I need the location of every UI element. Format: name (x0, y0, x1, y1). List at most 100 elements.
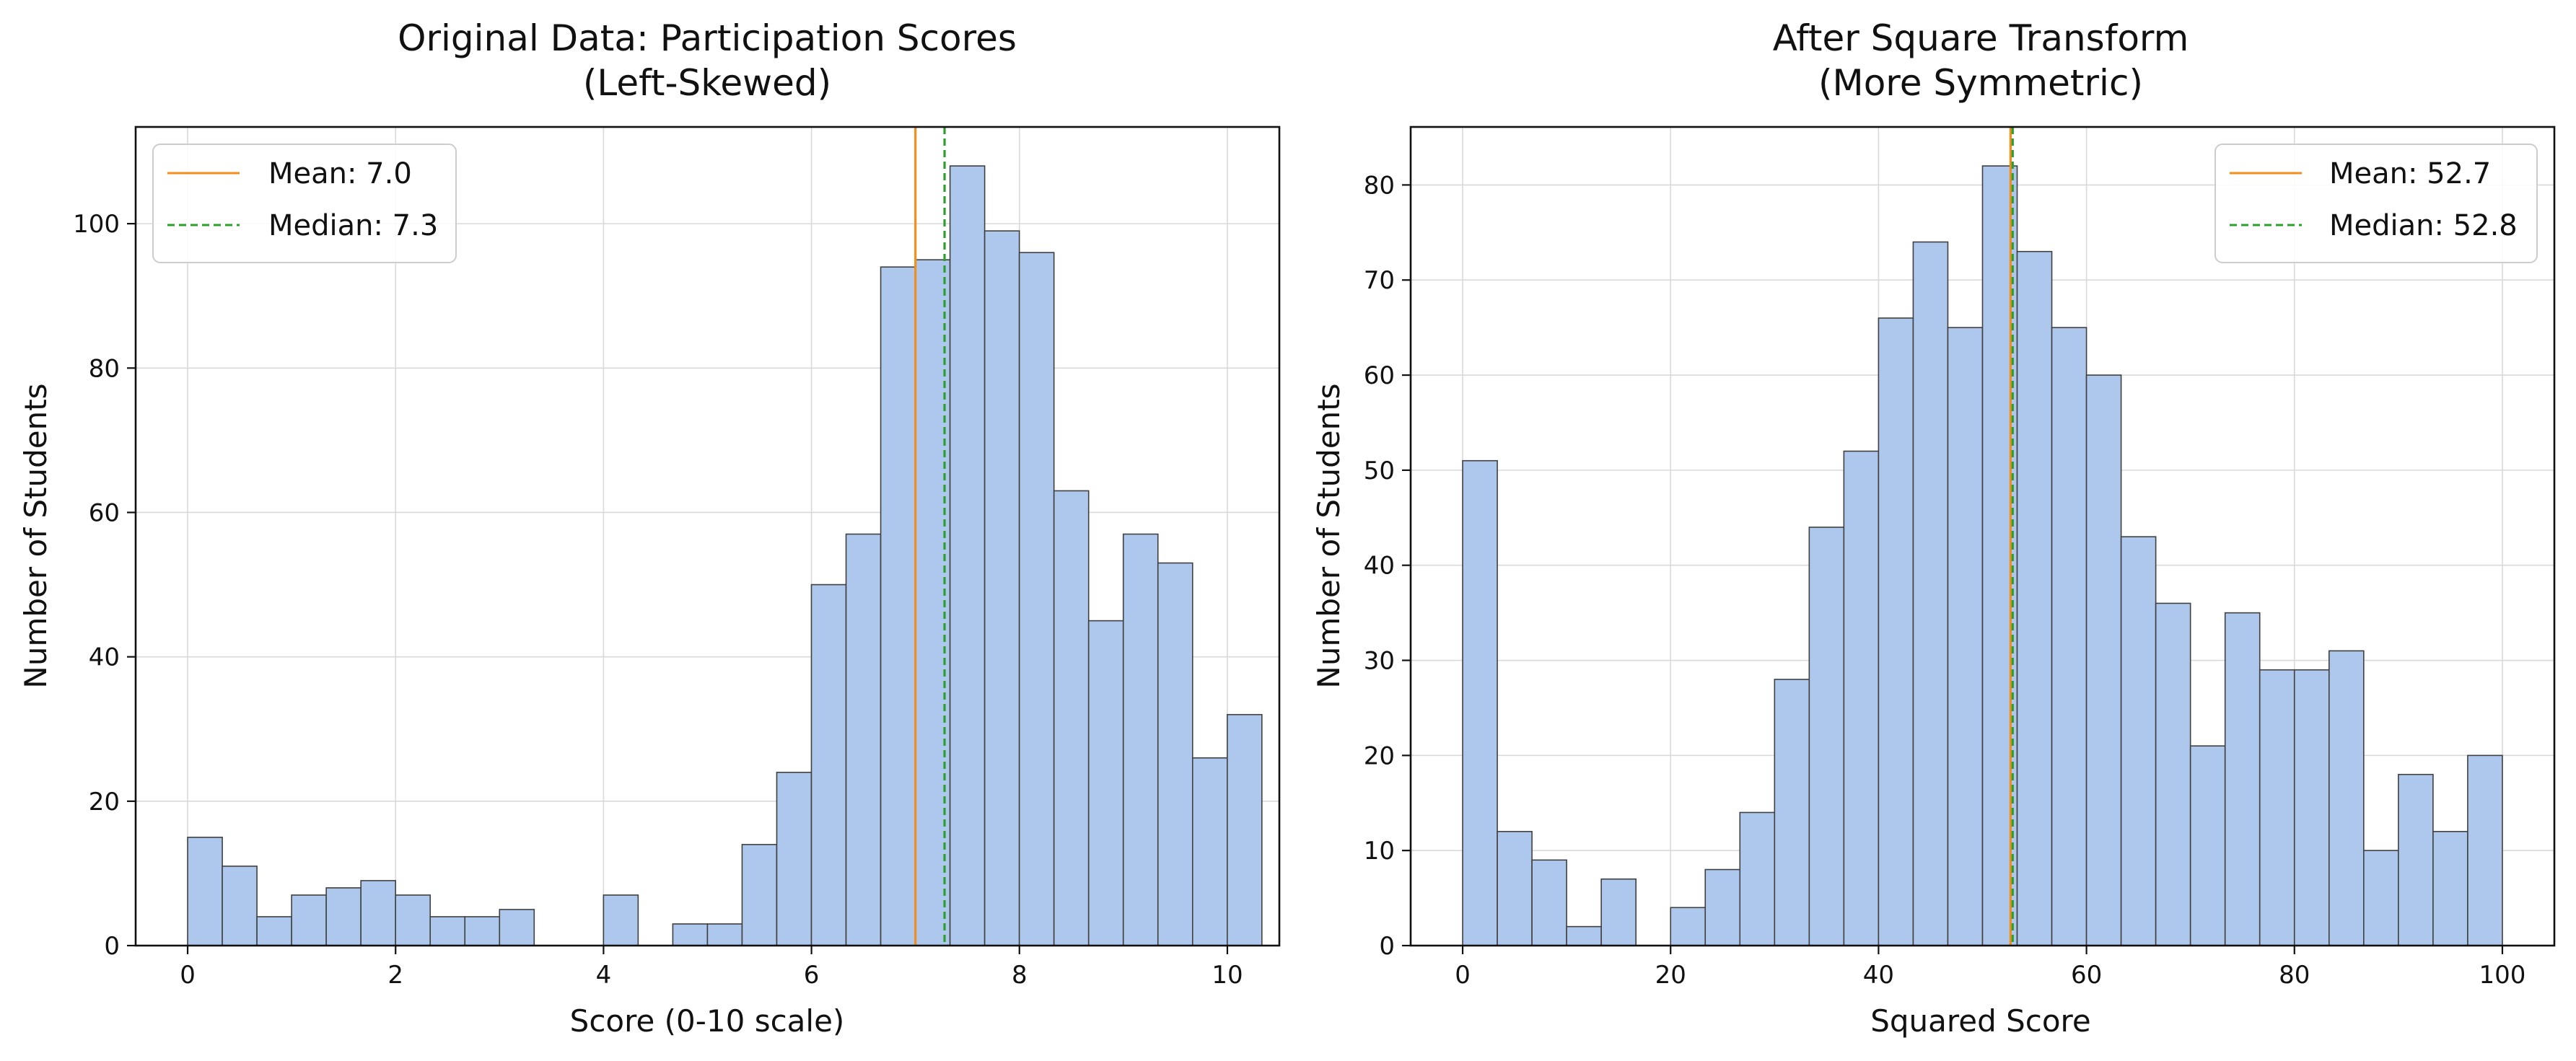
x-tick-label: 80 (2279, 961, 2310, 990)
histogram-bar (1018, 252, 1055, 946)
x-tick-label: 100 (2479, 961, 2526, 990)
x-tick-label: 2 (387, 961, 403, 990)
histogram-bar (2293, 669, 2330, 946)
histogram-bar (1912, 241, 1949, 946)
histogram-bar (1566, 925, 1602, 946)
y-tick-label: 20 (89, 788, 120, 816)
histogram-bar (2432, 831, 2468, 946)
y-tick-label: 100 (73, 210, 120, 239)
right-legend-median-label: Median: 52.8 (2329, 209, 2518, 242)
histogram-bar (1843, 450, 1880, 946)
histogram-bar (810, 584, 847, 946)
histogram-bar (325, 887, 362, 946)
histogram-bar (1704, 868, 1741, 946)
y-tick-label: 40 (1364, 552, 1395, 581)
histogram-bar (2016, 250, 2053, 946)
x-tick-label: 10 (1212, 961, 1243, 990)
y-tick-label: 0 (1379, 932, 1395, 961)
histogram-bar (2085, 374, 2122, 946)
histogram-bar (776, 771, 812, 946)
left-y-axis-label: Number of Students (18, 383, 53, 688)
y-tick-label: 80 (1364, 171, 1395, 200)
histogram-bar (1670, 907, 1707, 946)
histogram-bar (741, 844, 778, 946)
y-tick-label: 30 (1364, 647, 1395, 676)
x-tick-label: 0 (1455, 961, 1471, 990)
y-tick-label: 50 (1364, 457, 1395, 485)
histogram-bar (845, 533, 882, 946)
histogram-bar (1227, 713, 1263, 946)
histogram-bar (1600, 878, 1637, 946)
histogram-bar (1878, 317, 1914, 946)
histogram-bar (187, 837, 223, 946)
histogram-bar (429, 916, 466, 946)
y-tick-label: 60 (1364, 361, 1395, 390)
left-legend: Mean: 7.0 Median: 7.3 (152, 144, 457, 263)
histogram-bar (1462, 459, 1498, 946)
histogram-bar (949, 165, 986, 946)
x-tick-label: 6 (804, 961, 820, 990)
right-legend: Mean: 52.7 Median: 52.8 (2214, 144, 2538, 263)
histogram-bar (256, 916, 292, 946)
histogram-bar (2051, 327, 2087, 946)
histogram-bar (2120, 536, 2157, 946)
histogram-bar (2259, 669, 2295, 946)
histogram-bar (983, 230, 1020, 946)
x-tick-label: 4 (596, 961, 612, 990)
y-tick-label: 0 (104, 932, 120, 961)
y-tick-label: 60 (89, 498, 120, 527)
histogram-bar (2328, 650, 2365, 946)
y-tick-label: 40 (89, 643, 120, 672)
left-x-axis-label: Score (0-10 scale) (570, 1003, 845, 1039)
left-plot-frame (134, 126, 1281, 947)
histogram-bar (880, 266, 916, 946)
x-tick-label: 0 (180, 961, 196, 990)
histogram-bar (603, 894, 639, 946)
histogram-bar (1191, 757, 1228, 946)
histogram-bar (222, 866, 258, 946)
right-x-ticks: 0 20 40 60 80 100 (1455, 946, 2525, 990)
histogram-bar (1157, 562, 1193, 946)
histogram-bar (2155, 602, 2191, 946)
right-x-axis-label: Squared Score (1870, 1003, 2091, 1039)
y-tick-label: 10 (1364, 837, 1395, 866)
left-chart-title: Original Data: Participation Scores (398, 17, 1017, 59)
right-stat-lines (2009, 127, 2014, 946)
y-tick-label: 70 (1364, 266, 1395, 295)
left-legend-median-label: Median: 7.3 (268, 209, 438, 242)
x-tick-label: 60 (2071, 961, 2102, 990)
histogram-bar (2224, 612, 2261, 946)
left-histogram-panel: Original Data: Participation Scores (Lef… (18, 17, 1281, 1039)
right-y-ticks: 0 10 20 30 40 50 60 70 80 (1364, 171, 1411, 961)
left-legend-mean-label: Mean: 7.0 (268, 157, 412, 190)
histogram-bar (1531, 859, 1567, 946)
histogram-bar (1739, 811, 1776, 946)
right-y-axis-label: Number of Students (1311, 383, 1346, 688)
histogram-bar (464, 916, 501, 946)
histogram-bar (1053, 490, 1090, 946)
histogram-bar (2363, 850, 2399, 946)
right-chart-subtitle: (More Symmetric) (1818, 62, 2143, 104)
histogram-bar (2189, 745, 2226, 946)
right-plot-frame (1409, 126, 2556, 947)
right-histogram-panel: After Square Transform (More Symmetric) … (1311, 17, 2556, 1039)
x-tick-label: 20 (1655, 961, 1686, 990)
histogram-bar (2467, 754, 2503, 946)
histogram-bar (672, 923, 709, 946)
left-x-ticks: 0 2 4 6 8 10 (180, 946, 1243, 990)
x-tick-label: 8 (1012, 961, 1028, 990)
histogram-bar (1947, 327, 1984, 946)
histogram-bar (360, 880, 396, 946)
y-tick-label: 80 (89, 354, 120, 383)
left-chart-subtitle: (Left-Skewed) (583, 62, 831, 104)
histogram-bar (1122, 533, 1159, 946)
histogram-bar (395, 894, 431, 946)
right-chart-title: After Square Transform (1773, 17, 2189, 59)
right-legend-mean-label: Mean: 52.7 (2329, 157, 2491, 190)
histogram-bar (1497, 831, 1533, 946)
histogram-bar (1774, 679, 1810, 946)
left-bars (187, 165, 1263, 946)
histogram-bar (706, 923, 743, 946)
histogram-bar (1087, 620, 1124, 946)
